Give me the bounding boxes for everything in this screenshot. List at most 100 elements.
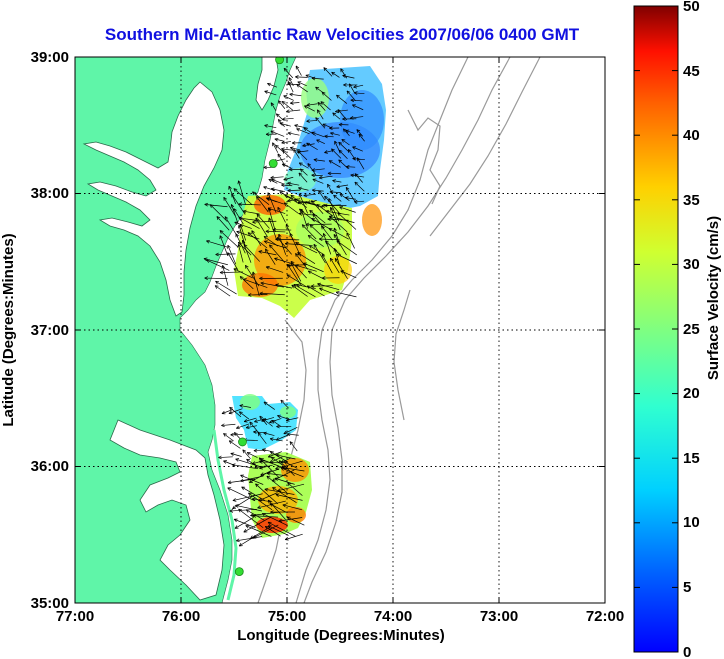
velocity-vector-head (345, 196, 349, 198)
velocity-vector-head (279, 122, 283, 126)
velocity-vector-head (253, 448, 258, 451)
velocity-vector (312, 178, 324, 184)
velocity-vector-head (342, 74, 347, 76)
velocity-vector (281, 101, 294, 111)
pamlico-sound (109, 419, 225, 601)
velocity-vector (282, 117, 294, 120)
velocity-vector (203, 258, 228, 266)
velocity-vector-head (219, 235, 223, 239)
velocity-vector-head (253, 431, 257, 434)
velocity-vector (287, 189, 301, 192)
velocity-vector (272, 487, 297, 504)
velocity-vector-head (346, 164, 350, 167)
velocity-vector-head (283, 67, 288, 70)
velocity-vector-head (234, 432, 238, 435)
velocity-vector-head (269, 437, 274, 440)
velocity-vector-head (308, 235, 312, 237)
velocity-vector (262, 513, 288, 526)
velocity-vector (269, 503, 287, 513)
velocity-vector-head (229, 510, 234, 513)
velocity-vector (346, 90, 356, 102)
velocity-vector-head (290, 195, 293, 199)
velocity-vector-head (242, 239, 246, 243)
velocity-vector-head (222, 265, 226, 269)
velocity-vector-head (246, 458, 251, 461)
velocity-vector-head (289, 92, 294, 95)
velocity-vector-head (239, 404, 244, 406)
velocity-vector-head (275, 468, 279, 470)
velocity-vector (336, 94, 348, 104)
velocity-vector-head (282, 149, 287, 152)
velocity-vector (224, 216, 239, 238)
velocity-vector-head (275, 284, 279, 288)
velocity-vector (267, 192, 277, 213)
velocity-vector-head (311, 200, 315, 203)
colorbar-tick-label: 10 (683, 514, 700, 531)
velocity-vector (300, 168, 308, 176)
velocity-vector (264, 124, 277, 129)
velocity-vector-head (335, 109, 339, 112)
velocity-vector-head (215, 254, 219, 257)
velocity-vector (353, 84, 364, 88)
velocity-vector (302, 143, 315, 147)
velocity-vector-head (356, 129, 359, 133)
velocity-vector-head (287, 432, 291, 435)
outer-banks-barrier (212, 429, 238, 601)
velocity-vector-head (321, 91, 324, 96)
velocity-vector-head (204, 277, 208, 280)
velocity-vector-head (311, 132, 315, 136)
velocity-vector (287, 182, 300, 186)
velocity-vector-head (227, 482, 232, 485)
velocity-vector-head (334, 258, 339, 261)
velocity-vector-head (338, 159, 343, 162)
velocity-vector-head (255, 217, 259, 221)
velocity-vector-head (327, 171, 332, 174)
x-axis-label: Longitude (Degrees:Minutes) (237, 627, 445, 644)
velocity-vector-head (233, 519, 237, 523)
velocity-vector-head (305, 222, 310, 225)
velocity-vector-head (255, 483, 258, 488)
velocity-vector-head (267, 500, 270, 504)
velocity-vector-head (275, 466, 279, 470)
velocity-vector-head (294, 124, 299, 126)
velocity-vector-head (263, 165, 267, 168)
velocity-vector-head (257, 432, 262, 435)
velocity-vector-head (289, 167, 293, 170)
velocity-vector (283, 67, 294, 79)
velocity-vector (243, 244, 261, 262)
velocity-vector-head (252, 220, 256, 223)
velocity-vector (247, 232, 268, 249)
velocity-vector (300, 209, 308, 229)
velocity-vector (235, 458, 263, 468)
velocity-vector-head (289, 93, 293, 97)
velocity-vector (275, 144, 285, 153)
velocity-vector-head (350, 174, 354, 178)
velocity-vector (336, 253, 357, 265)
velocity-vector-head (329, 190, 334, 193)
velocity-vector-head (303, 201, 307, 205)
velocity-vector (243, 278, 268, 288)
velocity-vector-head (298, 187, 302, 191)
velocity-vector (306, 103, 318, 106)
velocity-vector-head (335, 291, 340, 295)
velocity-vector-head (304, 105, 307, 109)
velocity-vector-head (234, 221, 238, 225)
velocity-vector-head (287, 132, 291, 136)
velocity-vector-head (258, 250, 263, 252)
velocity-vector (272, 142, 279, 153)
velocity-vector-head (315, 86, 320, 89)
velocity-vector (252, 515, 278, 518)
velocity-vector-head (352, 104, 355, 108)
velocity-vector-head (291, 142, 296, 145)
velocity-vector-head (324, 203, 328, 206)
velocity-vector-head (317, 283, 321, 287)
velocity-vector-head (290, 102, 294, 105)
velocity-vector-head (265, 229, 270, 232)
velocity-vector-head (203, 257, 208, 259)
velocity-vector-head (331, 72, 334, 76)
colorbar-tick-label: 25 (683, 321, 700, 338)
velocity-vector (331, 71, 340, 78)
velocity-vector-head (290, 101, 294, 104)
colorbar-tick-label: 5 (683, 579, 691, 596)
velocity-vector-head (338, 124, 343, 127)
